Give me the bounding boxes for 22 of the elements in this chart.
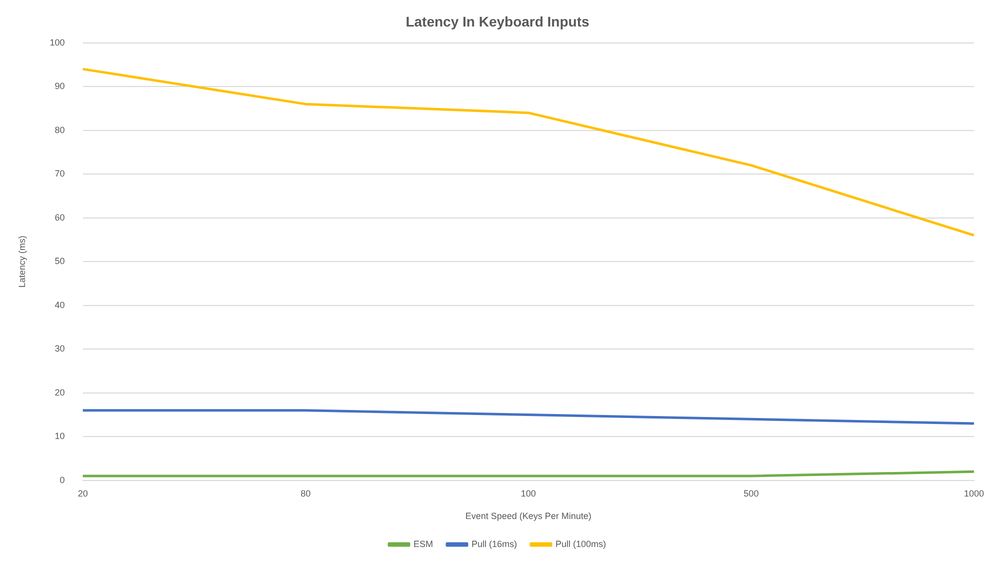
x-tick-label: 20 [78,488,88,498]
y-tick-label: 90 [54,81,65,92]
legend-label: Pull (16ms) [471,538,518,549]
y-tick-label: 30 [54,344,65,354]
y-tick-label: 60 [54,212,65,222]
x-axis-title: Event Speed (Keys Per Minute) [465,511,592,522]
y-tick-label: 70 [54,168,65,179]
x-tick-label: 500 [744,488,759,498]
x-tick-label: 1000 [964,488,984,498]
y-tick-label: 50 [54,256,65,266]
legend-label: ESM [413,538,433,549]
y-tick-label: 100 [50,37,65,48]
y-tick-label: 0 [60,474,65,485]
y-tick-label: 40 [54,300,65,310]
y-axis-title: Latency (ms) [16,236,27,288]
legend-label: Pull (100ms) [556,538,606,549]
y-tick-label: 10 [54,431,65,442]
y-tick-label: 20 [54,387,65,398]
y-tick-label: 80 [54,124,65,135]
chart-title: Latency In Keyboard Inputs [406,13,590,30]
x-tick-label: 100 [520,488,536,498]
x-tick-label: 80 [300,488,311,498]
